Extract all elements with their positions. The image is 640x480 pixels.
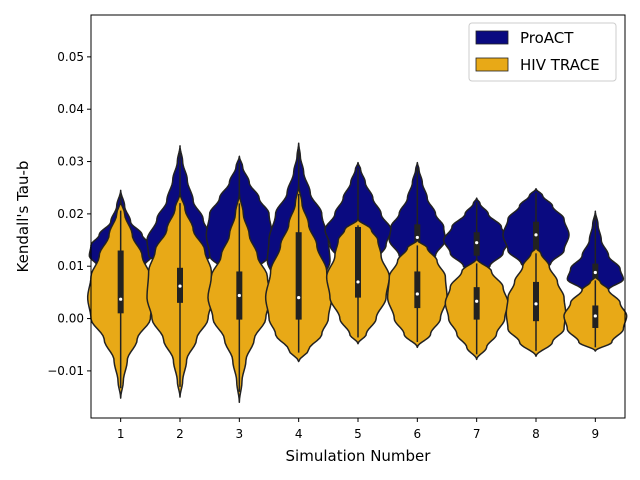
x-tick-label: 4: [295, 427, 303, 441]
y-tick-label: −0.01: [47, 364, 84, 378]
violin-median: [356, 280, 360, 284]
violin-median: [534, 302, 538, 306]
x-axis-ticks: 1 2 3 4 5 6 7 8 9: [117, 418, 599, 441]
violin-iqr-box: [414, 271, 421, 309]
x-tick-label: 7: [473, 427, 481, 441]
violin-median: [534, 233, 538, 237]
x-tick-label: 5: [354, 427, 362, 441]
x-axis-label: Simulation Number: [286, 447, 432, 465]
plot-frame: [90, 14, 626, 419]
violin-median: [119, 297, 123, 301]
violin-iqr-box: [355, 226, 361, 298]
y-axis-label: Kendall's Tau-b: [14, 161, 32, 273]
legend-label-proact: ProACT: [520, 29, 574, 47]
x-tick-label: 9: [592, 427, 600, 441]
violin-iqr-box: [473, 287, 480, 320]
series-1: [86, 184, 628, 404]
y-tick-label: 0.01: [57, 259, 84, 273]
x-tick-label: 2: [176, 427, 184, 441]
violin-median: [415, 292, 419, 296]
y-tick-label: 0.00: [57, 312, 84, 326]
legend-swatch-hivtrace: [475, 57, 509, 72]
y-tick-label: 0.03: [57, 155, 84, 169]
y-axis-ticks: −0.01 0.00 0.01 0.02 0.03 0.04 0.05: [47, 50, 91, 378]
legend-swatch-proact: [475, 30, 509, 45]
y-tick-label: 0.05: [57, 50, 84, 64]
violin-median: [475, 241, 479, 245]
x-tick-label: 6: [414, 427, 422, 441]
violin-iqr-box: [533, 281, 539, 322]
violin-median: [475, 299, 479, 303]
y-tick-label: 0.04: [57, 102, 84, 116]
violins-layer: [86, 142, 628, 404]
violin-median: [415, 235, 419, 240]
violin-iqr-box: [117, 250, 124, 314]
violin-median: [237, 293, 241, 298]
legend: ProACT HIV TRACE: [468, 22, 617, 82]
y-tick-label: 0.02: [57, 207, 84, 221]
violin-median: [178, 284, 182, 288]
x-tick-label: 3: [236, 427, 244, 441]
legend-label-hivtrace: HIV TRACE: [520, 56, 600, 74]
violin-iqr-box: [295, 232, 302, 320]
violin-median: [297, 296, 301, 300]
violin-median: [593, 270, 597, 275]
violin-median: [593, 314, 597, 318]
x-tick-label: 1: [117, 427, 125, 441]
x-tick-label: 8: [532, 427, 540, 441]
